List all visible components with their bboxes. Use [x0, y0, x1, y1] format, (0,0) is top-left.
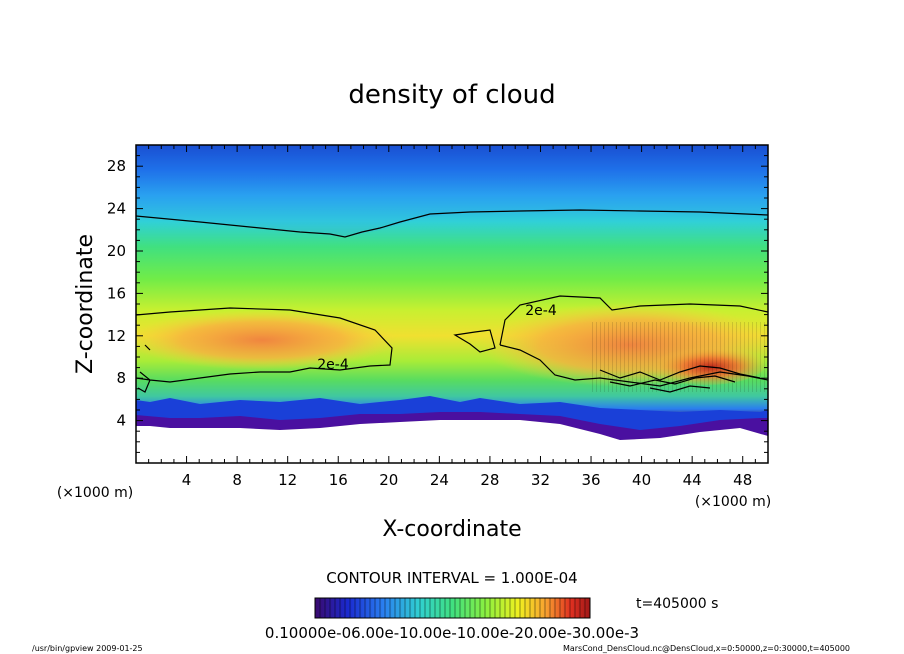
contour-labels: 2e-4 2e-4	[317, 303, 557, 373]
contour-lines	[136, 209, 768, 393]
footer-right: MarsCond_DensCloud.nc@DensCloud,x=0:5000…	[563, 644, 850, 653]
y-axis-title: Z-coordinate	[73, 234, 98, 374]
time-label: t=405000 s	[636, 596, 718, 612]
y-tick-label: 28	[107, 157, 126, 175]
x-tick-label: 40	[632, 471, 651, 489]
y-tick-label: 16	[107, 284, 126, 302]
y-tick-label: 8	[116, 369, 126, 387]
x-tick-label: 8	[232, 471, 242, 489]
x-tick-label: 16	[329, 471, 348, 489]
y-axis: 4 8 12 16 20 24 28	[107, 155, 768, 453]
x-tick-label: 20	[379, 471, 398, 489]
x-tick-label: 48	[733, 471, 752, 489]
x-axis: 4 8 12 16 20 24 28 32 36 40 44 48	[148, 145, 756, 489]
contour-label-right: 2e-4	[525, 303, 557, 319]
x-tick-label: 28	[480, 471, 499, 489]
contour-label-left: 2e-4	[317, 357, 349, 373]
x-unit-label: (×1000 m)	[695, 494, 771, 510]
y-unit-label: (×1000 m)	[57, 485, 133, 501]
y-tick-label: 12	[107, 327, 126, 345]
y-tick-label: 4	[116, 412, 126, 430]
colorbar	[314, 597, 591, 619]
colorbar-labels: 0.10000e-06.00e-10.00e-10.00e-20.00e-30.…	[265, 624, 639, 642]
x-tick-label: 32	[531, 471, 550, 489]
contour-interval: CONTOUR INTERVAL = 1.000E-04	[326, 569, 577, 587]
x-tick-label: 24	[430, 471, 449, 489]
footer-left: /usr/bin/gpview 2009-01-25	[32, 644, 143, 653]
x-tick-label: 12	[278, 471, 297, 489]
x-tick-label: 4	[182, 471, 192, 489]
y-tick-label: 24	[107, 200, 126, 218]
x-tick-label: 36	[581, 471, 600, 489]
chart-title: density of cloud	[348, 80, 555, 110]
x-axis-title: X-coordinate	[382, 517, 521, 542]
x-tick-label: 44	[683, 471, 702, 489]
y-tick-label: 20	[107, 242, 126, 260]
